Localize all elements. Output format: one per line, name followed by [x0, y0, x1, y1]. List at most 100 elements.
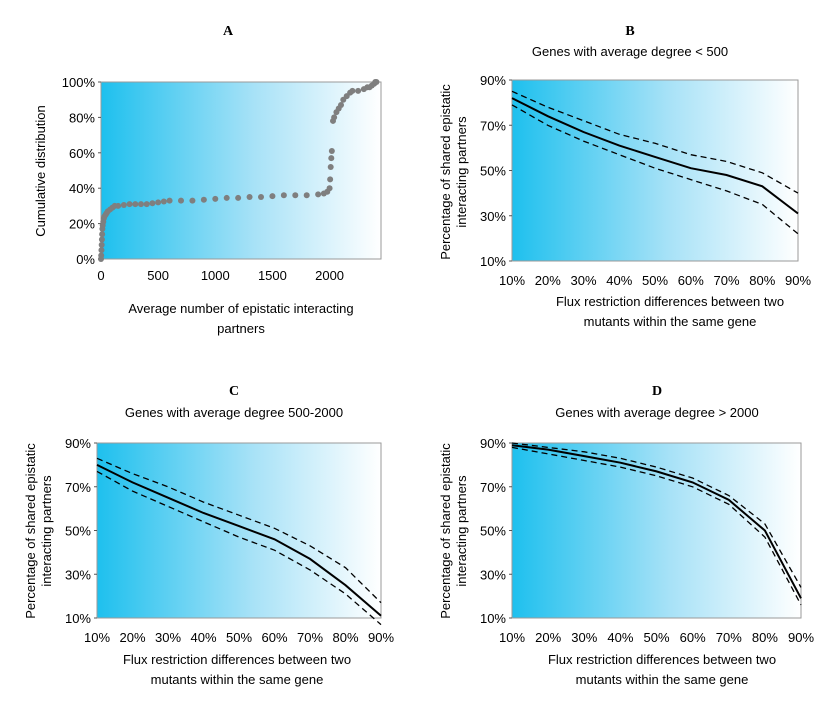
x-tick-label: 1000 [201, 268, 230, 283]
y-tick-label: 30% [480, 567, 506, 582]
x-tick-labels: 10% 20% 30% 40% 50% 60% 70% 80% 90% [84, 630, 394, 645]
x-tick-label: 500 [147, 268, 169, 283]
scatter-point [303, 192, 310, 199]
y-axis-label-line1: Percentage of shared epistatic [438, 84, 453, 260]
scatter-point [200, 196, 207, 203]
panel-b-title: Genes with average degree < 500 [532, 44, 728, 59]
x-tick-label: 70% [713, 273, 739, 288]
series-line-mean [511, 97, 799, 215]
scatter-point [99, 231, 106, 238]
y-tick-label: 40% [69, 181, 95, 196]
y-tick-label: 60% [69, 146, 95, 161]
y-tick-label: 30% [480, 209, 506, 224]
x-axis-label-line2: mutants within the same gene [576, 672, 749, 687]
panel-c-title: Genes with average degree 500-2000 [125, 405, 343, 420]
plot-area [96, 442, 382, 619]
series-lines [511, 442, 802, 606]
plot-area [511, 79, 799, 262]
scatter-point [160, 198, 167, 205]
x-axis-label-line2: mutants within the same gene [151, 672, 324, 687]
series-line-upper [96, 457, 382, 604]
y-axis-label-line2: interacting partners [454, 116, 469, 228]
x-axis-label-line2: partners [217, 321, 265, 336]
scatter-point [349, 87, 356, 94]
scatter-point [98, 247, 105, 254]
panel-d-title: Genes with average degree > 2000 [555, 405, 758, 420]
x-tick-label: 40% [606, 273, 632, 288]
y-tick-label: 10% [480, 254, 506, 269]
scatter-point [98, 241, 105, 248]
scatter-point [155, 199, 162, 206]
scatter-point [326, 185, 333, 192]
scatter-point [328, 148, 335, 155]
x-tick-label: 40% [190, 630, 216, 645]
scatter-point [178, 197, 184, 204]
x-tick-label: 50% [226, 630, 252, 645]
x-tick-label: 10% [499, 630, 525, 645]
scatter-point [292, 192, 299, 199]
x-tick-label: 1500 [258, 268, 287, 283]
scatter-point [115, 202, 122, 209]
y-tick-label: 100% [62, 75, 96, 90]
x-tick-labels: 0 500 1000 1500 2000 [97, 268, 344, 283]
scatter-point [327, 176, 334, 183]
x-tick-label: 60% [680, 630, 706, 645]
x-tick-label: 40% [607, 630, 633, 645]
scatter-point [149, 200, 156, 207]
series-line-upper [511, 90, 799, 194]
x-axis-label-line1: Average number of epistatic interacting [128, 301, 353, 316]
scatter-point [143, 201, 150, 208]
x-tick-label: 60% [261, 630, 287, 645]
scatter-point [328, 155, 335, 162]
panel-a-letter: A [223, 24, 234, 39]
scatter-point [235, 194, 242, 201]
x-tick-label: 50% [642, 273, 668, 288]
scatter-point [189, 197, 196, 204]
x-tick-label: 50% [643, 630, 669, 645]
panel-b-letter: B [625, 24, 634, 39]
x-tick-labels: 10% 20% 30% 40% 50% 60% 70% 80% 90% [499, 273, 811, 288]
y-tick-labels: 10% 30% 50% 70% 90% [480, 436, 512, 626]
y-tick-label: 70% [480, 118, 506, 133]
y-axis-label-line2: interacting partners [454, 475, 469, 587]
panel-c: C Genes with average degree 500-2000 10%… [23, 384, 394, 687]
x-tick-label: 20% [119, 630, 145, 645]
scatter-point [280, 192, 287, 199]
panel-d: D Genes with average degree > 2000 10% 30… [438, 384, 814, 687]
scatter-point [338, 102, 344, 109]
y-axis-label-line1: Percentage of shared epistatic [23, 443, 38, 619]
scatter-point [269, 193, 276, 200]
y-tick-label: 90% [480, 73, 506, 88]
scatter-point [246, 194, 253, 201]
x-tick-label: 2000 [315, 268, 344, 283]
x-tick-label: 90% [368, 630, 394, 645]
y-tick-label: 10% [480, 611, 506, 626]
scatter-point [120, 202, 127, 209]
y-tick-label: 30% [65, 567, 91, 582]
x-tick-label: 30% [571, 630, 597, 645]
scatter-point [355, 87, 362, 94]
x-axis-label-line2: mutants within the same gene [584, 314, 757, 329]
x-tick-label: 80% [332, 630, 358, 645]
y-axis-label: Cumulative distribution [33, 105, 48, 237]
y-tick-labels: 10% 30% 50% 70% 90% [480, 73, 512, 269]
series-line-lower [511, 104, 799, 235]
scatter-point [327, 163, 334, 170]
series-line-mean [511, 444, 802, 599]
scatter-point [373, 79, 380, 85]
x-tick-label: 10% [84, 630, 110, 645]
scatter-point [166, 197, 173, 204]
y-tick-label: 90% [65, 436, 91, 451]
x-tick-labels: 10% 20% 30% 40% 50% 60% 70% 80% 90% [499, 630, 814, 645]
y-tick-label: 50% [480, 164, 506, 179]
series-line-upper [511, 442, 802, 588]
scatter-points [98, 79, 380, 262]
x-tick-label: 90% [788, 630, 814, 645]
y-tick-label: 50% [65, 524, 91, 539]
y-tick-label: 0% [76, 252, 95, 267]
scatter-point [223, 194, 230, 201]
x-tick-label: 30% [155, 630, 181, 645]
x-tick-label: 70% [716, 630, 742, 645]
x-axis-label-line1: Flux restriction differences between two [123, 652, 351, 667]
y-tick-label: 70% [65, 480, 91, 495]
